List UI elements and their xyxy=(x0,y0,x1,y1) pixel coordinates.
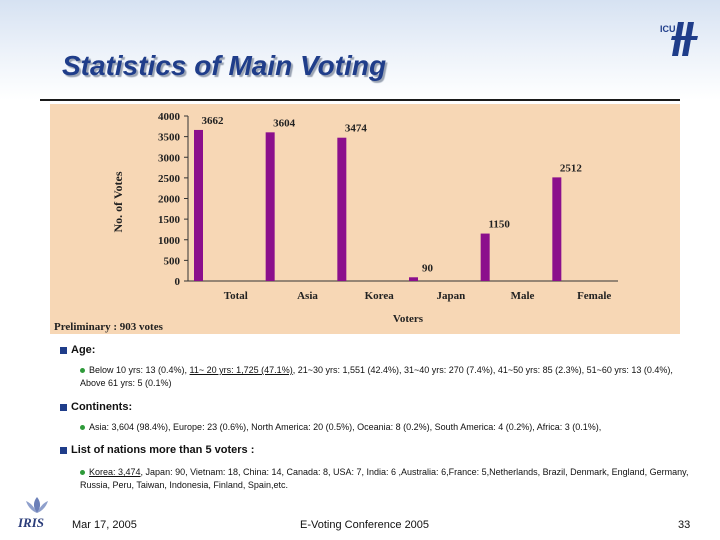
x-tick-label: Korea xyxy=(365,290,395,302)
icu-logo-text: ICU xyxy=(660,24,676,34)
bar-total xyxy=(194,129,203,281)
data-label: 3474 xyxy=(345,123,368,135)
slide-title: Statistics of Main Voting xyxy=(62,50,387,81)
x-tick-label: Japan xyxy=(436,290,465,302)
dot-bullet-icon xyxy=(80,368,85,374)
x-tick-label: Total xyxy=(224,290,248,302)
data-label: 90 xyxy=(422,262,434,274)
age-heading: Age: xyxy=(71,344,96,356)
x-tick-label: Asia xyxy=(297,290,318,302)
footer-page-number: 33 xyxy=(678,519,691,531)
bar-asia xyxy=(265,132,275,281)
y-tick-label: 1500 xyxy=(158,214,181,226)
y-tick-label: 3500 xyxy=(158,132,181,144)
square-bullet-icon xyxy=(60,403,67,411)
data-label: 2512 xyxy=(560,162,583,174)
nations-rest: , Japan: 90, Vietnam: 18, China: 14, Can… xyxy=(80,467,689,490)
y-tick-label: 500 xyxy=(164,255,181,267)
bar-japan xyxy=(409,277,418,281)
title-background xyxy=(0,0,720,100)
age-rest: , 21~30 yrs: 1,551 (42.4%), 31~40 yrs: 2… xyxy=(80,365,673,388)
y-tick-label: 3000 xyxy=(158,152,181,164)
y-tick-label: 0 xyxy=(175,276,181,288)
bar-female xyxy=(552,177,562,281)
iris-logo-text: IRIS xyxy=(17,515,44,530)
section-age: Age: xyxy=(60,344,95,356)
x-axis-title: Voters xyxy=(393,313,424,325)
y-tick-label: 4000 xyxy=(158,111,181,123)
bar-male xyxy=(480,233,490,281)
square-bullet-icon xyxy=(60,346,67,354)
age-highlight: 11~ 20 yrs: 1,725 (47.1%) xyxy=(189,365,293,375)
data-label: 3662 xyxy=(202,115,225,127)
nations-details: Korea: 3,474, Japan: 90, Vietnam: 18, Ch… xyxy=(80,466,690,492)
iris-logo: IRIS xyxy=(17,497,48,530)
data-label: 3604 xyxy=(273,117,296,129)
x-tick-label: Female xyxy=(577,290,611,302)
continents-text: Asia: 3,604 (98.4%), Europe: 23 (0.6%), … xyxy=(89,422,602,432)
y-tick-label: 2500 xyxy=(158,173,181,185)
x-tick-label: Male xyxy=(511,290,535,302)
footer-date: Mar 17, 2005 xyxy=(72,519,137,531)
y-tick-label: 1000 xyxy=(158,235,181,247)
footer-conference: E-Voting Conference 2005 xyxy=(300,519,430,531)
chart-panel: No. of Votes Voters Preliminary : 903 vo… xyxy=(50,104,680,334)
icu-logo: ICU xyxy=(660,22,698,56)
dot-bullet-icon xyxy=(80,470,85,476)
continents-details: Asia: 3,604 (98.4%), Europe: 23 (0.6%), … xyxy=(80,421,690,434)
y-axis-title: No. of Votes xyxy=(111,171,125,232)
square-bullet-icon xyxy=(60,446,67,454)
section-continents: Continents: xyxy=(60,401,132,413)
age-text: Below 10 yrs: 13 (0.4%), xyxy=(89,365,190,375)
section-nations: List of nations more than 5 voters : xyxy=(60,444,254,456)
dot-bullet-icon xyxy=(80,425,85,431)
y-tick-label: 2000 xyxy=(158,194,181,206)
age-details: Below 10 yrs: 13 (0.4%), 11~ 20 yrs: 1,7… xyxy=(80,364,690,390)
title-divider xyxy=(40,99,680,101)
data-label: 1150 xyxy=(488,219,510,231)
bar-chart: No. of Votes Voters Preliminary : 903 vo… xyxy=(54,111,618,333)
nations-highlight: Korea: 3,474 xyxy=(89,467,141,477)
nations-heading: List of nations more than 5 voters : xyxy=(71,444,255,456)
chart-note: Preliminary : 903 votes xyxy=(54,321,164,333)
bar-korea xyxy=(337,137,347,281)
continents-heading: Continents: xyxy=(71,401,133,413)
